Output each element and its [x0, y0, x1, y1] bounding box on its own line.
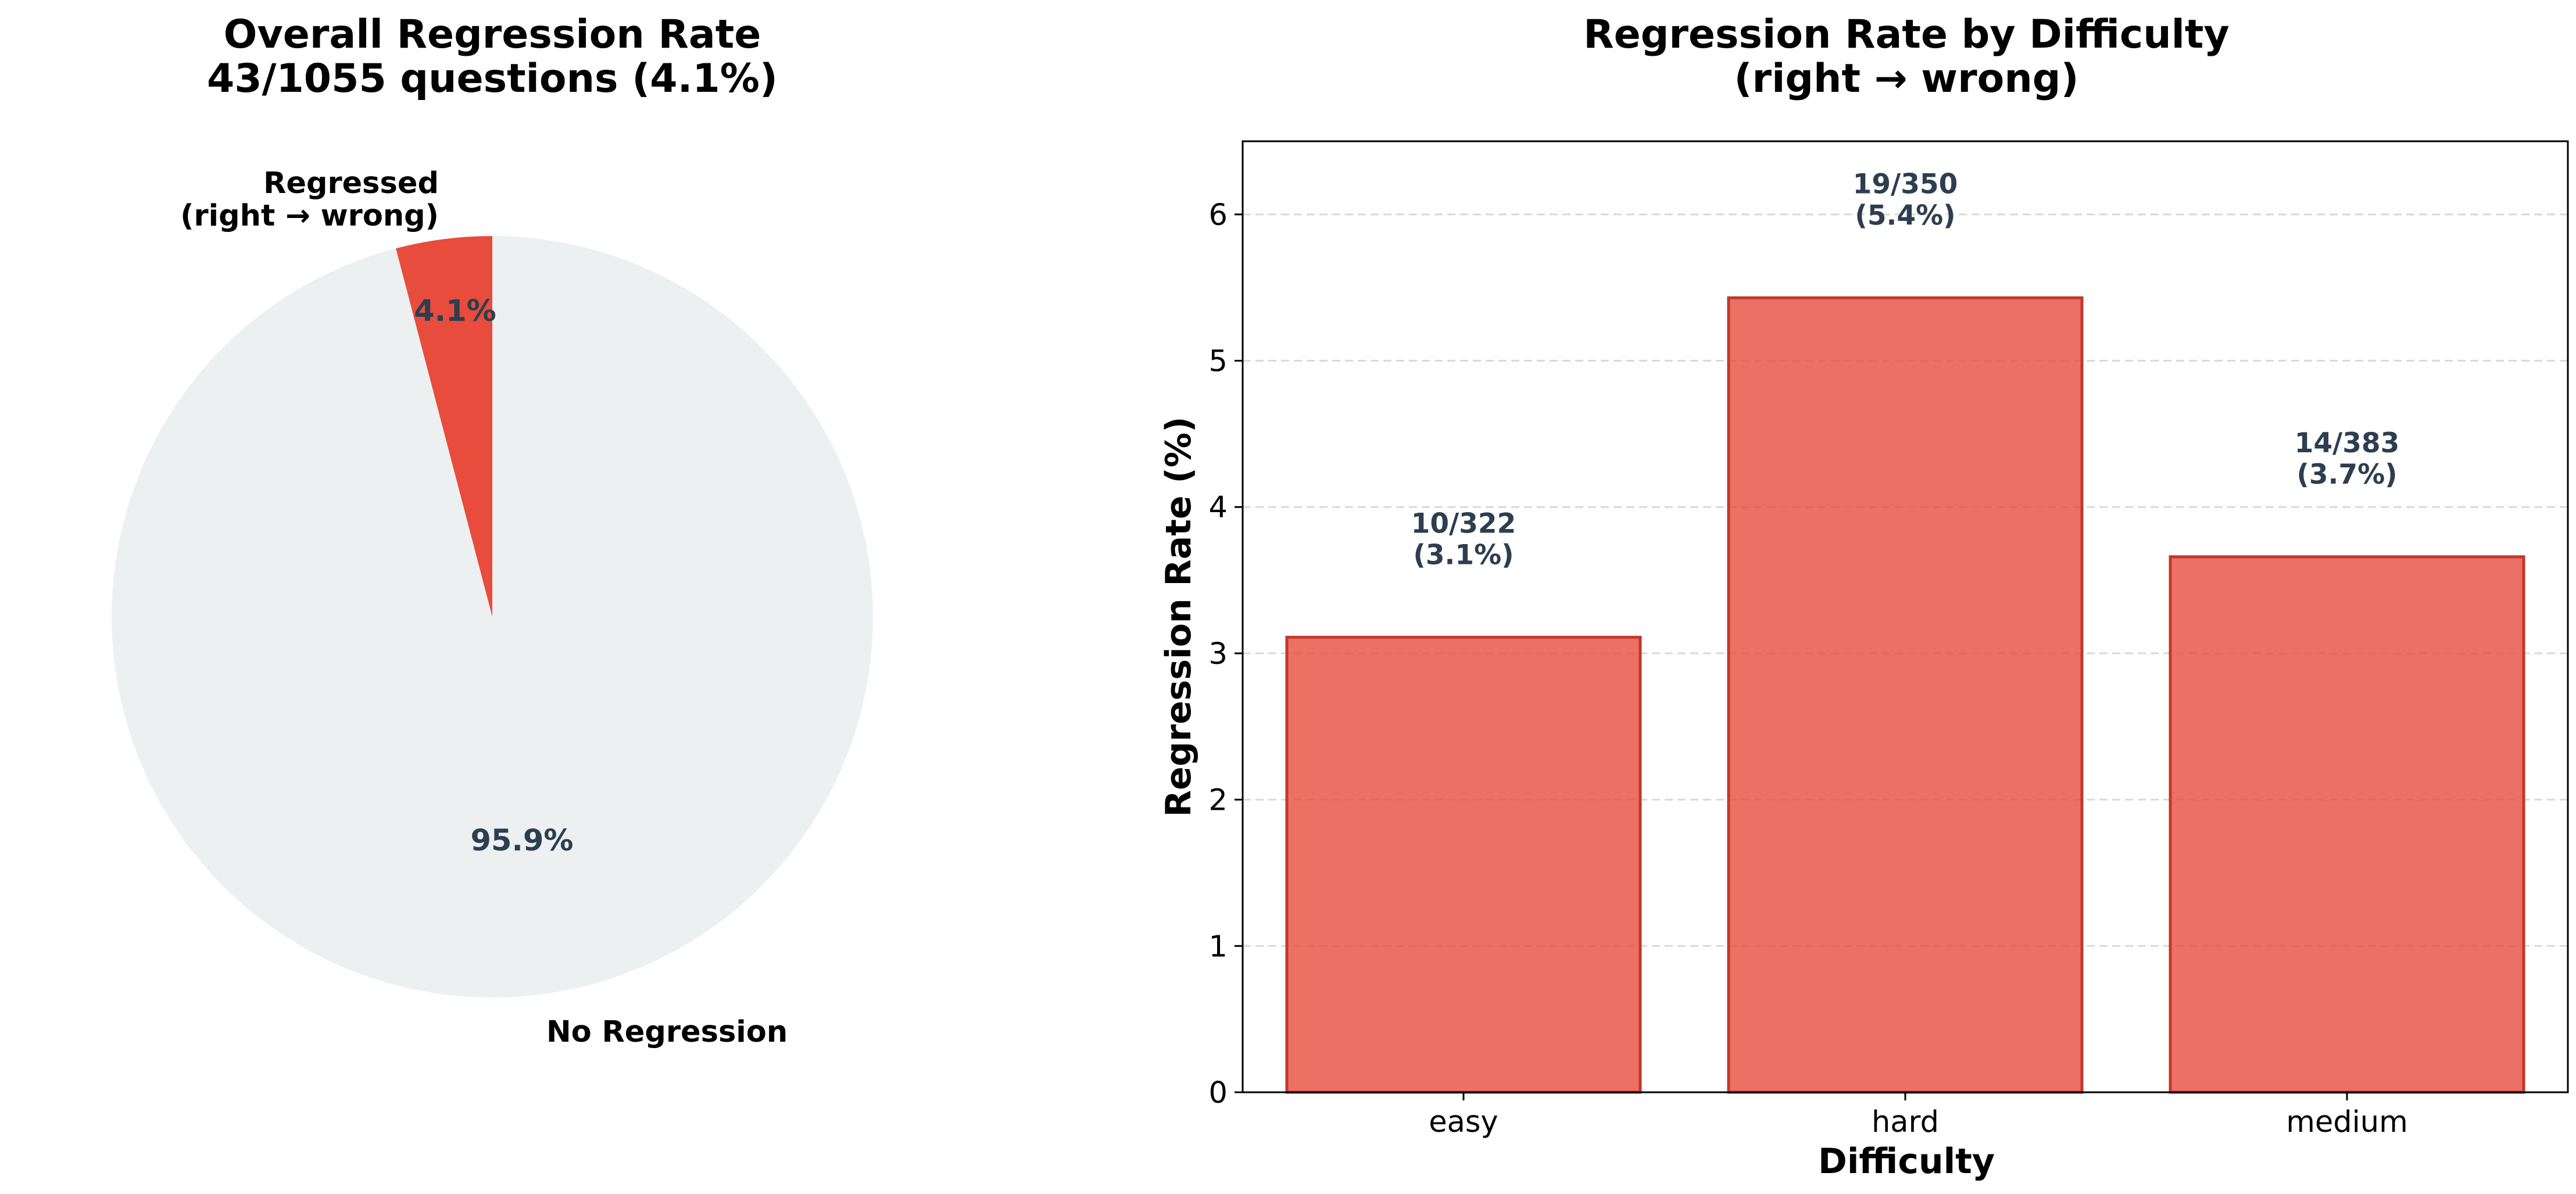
x-tick-label-easy: easy — [1429, 1105, 1498, 1139]
pie-slice-regressed — [396, 236, 492, 617]
x-axis-ticks: easy hard medium — [1429, 1092, 2408, 1139]
bar-annotation-count-easy: 10/322 — [1411, 507, 1516, 539]
y-tick-label: 2 — [1209, 784, 1228, 818]
bar-hard — [1727, 296, 2084, 1094]
bar-easy — [1285, 635, 1642, 1094]
bar-title-line1: Regression Rate by Difficulty — [1583, 12, 2230, 58]
pie-label-regressed-line1: Regressed — [263, 166, 439, 201]
y-axis-label: Regression Rate (%) — [1158, 417, 1199, 817]
bar-annotation-count-hard: 19/350 — [1853, 168, 1958, 200]
y-tick-label: 5 — [1209, 345, 1228, 379]
pie-title-line1: Overall Regression Rate — [224, 12, 761, 58]
bar-annotation-count-medium: 14/383 — [2295, 427, 2400, 459]
bar-annotation-pct-hard: (5.4%) — [1855, 199, 1955, 231]
bar-medium — [2169, 555, 2525, 1094]
pie-pct-no-regression: 95.9% — [471, 824, 574, 858]
pie-pct-regressed: 4.1% — [414, 294, 496, 328]
pie-label-regressed-line2: (right → wrong) — [180, 199, 439, 233]
x-axis-label: Difficulty — [1818, 1141, 1995, 1182]
bar-title-line2: (right → wrong) — [1734, 56, 2078, 102]
bar-chart: Regression Rate by Difficulty (right → w… — [1158, 12, 2569, 1182]
y-tick-label: 3 — [1209, 637, 1228, 671]
y-tick-label: 4 — [1209, 491, 1228, 525]
y-tick-label: 0 — [1209, 1076, 1228, 1110]
y-axis-ticks: 0 1 2 3 4 5 6 — [1209, 198, 1243, 1110]
x-tick-label-hard: hard — [1872, 1105, 1939, 1139]
pie-label-no-regression: No Regression — [546, 1015, 788, 1049]
bar-annotation-pct-medium: (3.7%) — [2296, 459, 2397, 491]
pie-chart: Overall Regression Rate 43/1055 question… — [111, 12, 873, 1049]
y-tick-label: 1 — [1209, 930, 1228, 964]
y-tick-label: 6 — [1209, 198, 1228, 233]
bar-annotations: 10/322(3.1%) 19/350(5.4%) 14/383(3.7%) — [1411, 168, 2400, 571]
bars — [1285, 296, 2525, 1094]
x-tick-label-medium: medium — [2286, 1105, 2408, 1139]
pie-slice-no-regression — [111, 236, 873, 998]
pie-title-line2: 43/1055 questions (4.1%) — [207, 56, 778, 102]
bar-annotation-pct-easy: (3.1%) — [1413, 539, 1514, 571]
